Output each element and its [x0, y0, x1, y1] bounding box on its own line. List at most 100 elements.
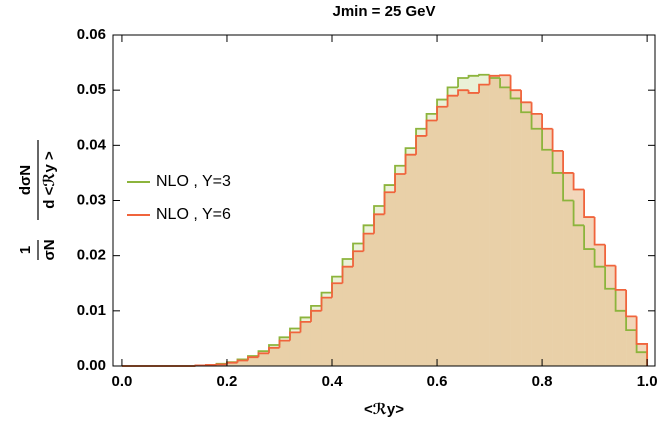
step-outline: [583, 189, 595, 218]
step-outline: [583, 225, 595, 250]
bar: [384, 192, 396, 366]
bar: [289, 332, 301, 366]
y-label-part: dσN: [17, 165, 34, 195]
step-outline: [289, 331, 301, 341]
y-tick-label: 0.03: [77, 191, 106, 208]
y-label-part: σN: [41, 239, 58, 260]
bar: [237, 360, 248, 366]
bar: [374, 214, 385, 366]
step-outline: [467, 74, 480, 79]
bar: [573, 189, 585, 366]
step-outline: [541, 128, 553, 151]
step-outline: [625, 289, 637, 318]
step-outline: [247, 356, 259, 361]
step-outline: [394, 173, 406, 193]
x-tick-label: 1.0: [637, 373, 658, 390]
step-outline: [478, 73, 490, 76]
step-outline: [436, 105, 448, 121]
bar: [268, 347, 280, 366]
y-tick-label: 0.06: [77, 26, 106, 43]
step-outline: [541, 113, 553, 130]
bar: [615, 289, 627, 366]
step-outline: [215, 363, 227, 366]
bar: [279, 340, 290, 366]
step-outline: [499, 78, 511, 89]
bar: [300, 321, 311, 366]
step-outline: [572, 200, 585, 227]
bar: [395, 174, 406, 366]
x-tick-label: 0.6: [427, 373, 448, 390]
bar: [332, 283, 343, 366]
x-axis-label: <ℛy>: [364, 401, 404, 418]
legend-label: NLO , Y=6: [156, 206, 231, 223]
y-tick-label: 0.02: [77, 247, 106, 264]
y-tick-label: 0.05: [77, 81, 106, 98]
step-outline: [593, 249, 606, 268]
step-outline: [446, 94, 459, 107]
bar: [342, 266, 354, 366]
bar: [542, 128, 553, 366]
step-outline: [635, 316, 649, 366]
step-outline: [614, 265, 627, 291]
step-outline: [562, 150, 574, 174]
bar: [521, 102, 532, 366]
bar: [626, 316, 637, 366]
bar: [594, 244, 606, 366]
bar: [531, 113, 543, 366]
step-outline: [467, 90, 480, 94]
bar: [584, 217, 595, 366]
step-outline: [604, 266, 616, 290]
bar: [458, 90, 469, 367]
bar: [636, 343, 648, 366]
step-outline: [373, 213, 385, 234]
step-outline: [604, 244, 616, 267]
step-outline: [509, 75, 522, 92]
step-outline: [383, 191, 396, 215]
bar: [563, 172, 574, 366]
bar: [426, 120, 438, 366]
bar: [489, 75, 501, 366]
y-tick-label: 0.01: [77, 302, 106, 319]
bar: [226, 362, 238, 366]
y-axis-label: 1 σN dσN d <ℛy >: [17, 140, 58, 261]
bar: [416, 135, 427, 366]
x-tick-label: 0.4: [322, 373, 344, 390]
bar: [605, 265, 616, 366]
x-tick-label: 0.8: [532, 373, 553, 390]
bar: [437, 106, 448, 366]
step-outline: [205, 363, 217, 366]
y-tick-label: 0.00: [77, 357, 106, 374]
step-outline: [236, 359, 248, 363]
step-outline: [362, 232, 375, 252]
step-outline: [299, 320, 311, 333]
y-label-part: 1: [17, 246, 34, 254]
bar: [258, 353, 269, 366]
step-outline: [257, 352, 269, 358]
step-outline: [614, 288, 627, 312]
step-outline: [341, 265, 354, 284]
step-outline: [530, 112, 543, 130]
bar: [247, 357, 259, 366]
step-outline: [457, 77, 469, 88]
bar: [405, 154, 417, 366]
bar: [468, 92, 480, 367]
step-outline: [562, 172, 574, 202]
step-outline: [352, 250, 364, 267]
x-tick-label: 0.2: [217, 373, 238, 390]
step-outline: [331, 282, 343, 298]
y-tick-label: 0.04: [77, 136, 107, 153]
step-outline: [320, 296, 333, 311]
bar: [310, 310, 322, 366]
step-outline: [478, 83, 490, 93]
y-label-part: d <ℛy >: [41, 151, 58, 209]
step-outline: [310, 309, 322, 322]
step-outline: [625, 310, 637, 332]
step-outline: [499, 74, 511, 77]
step-outline: [404, 153, 417, 175]
legend-label: NLO , Y=3: [156, 173, 231, 190]
step-outline: [488, 74, 501, 85]
chart-title: Jmin = 25 GeV: [333, 3, 436, 20]
step-outline: [551, 149, 564, 174]
